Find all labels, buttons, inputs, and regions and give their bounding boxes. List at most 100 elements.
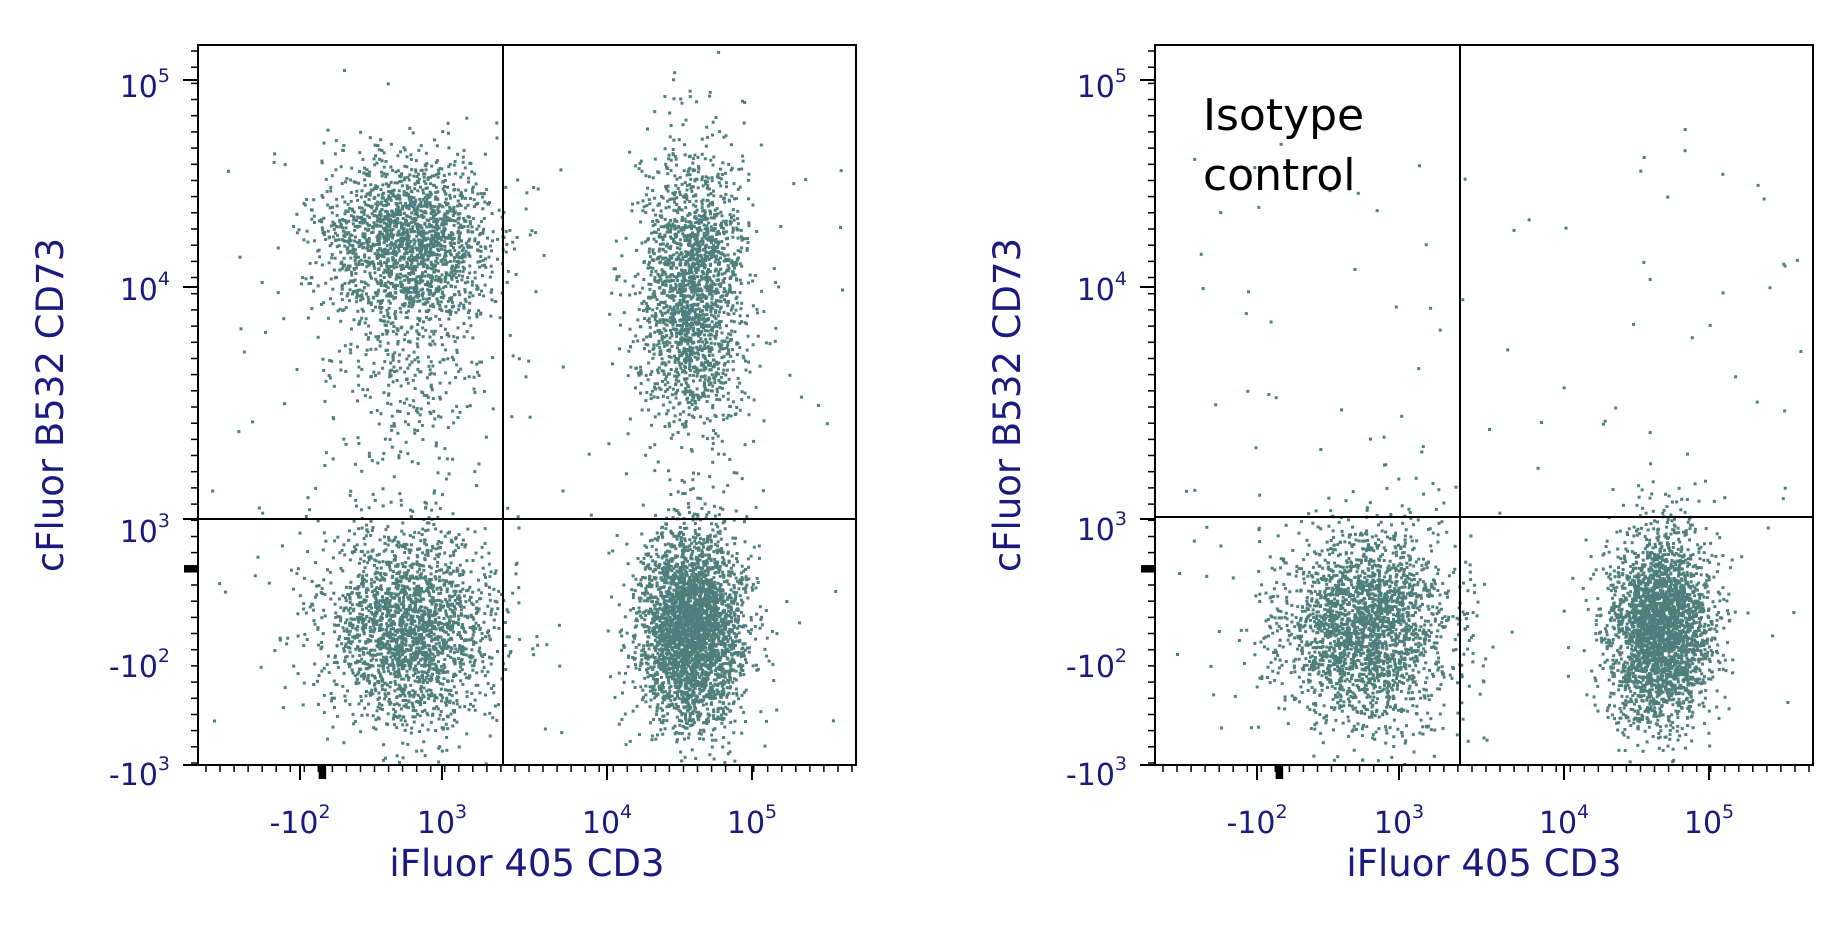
event-dot: [653, 443, 656, 446]
event-dot: [396, 343, 399, 346]
event-dot: [344, 344, 347, 347]
event-dot: [418, 239, 421, 242]
event-dot: [386, 631, 389, 634]
event-dot: [406, 596, 409, 599]
event-dot: [315, 261, 318, 264]
event-dot: [396, 716, 399, 719]
event-dot: [380, 263, 383, 266]
event-dot: [355, 505, 358, 508]
event-dot: [474, 699, 477, 702]
event-dot: [362, 677, 365, 680]
event-dot: [343, 257, 346, 260]
event-dot: [678, 354, 681, 357]
event-dot: [491, 298, 494, 301]
event-dot: [414, 387, 417, 390]
event-dot: [444, 280, 447, 283]
event-dot: [719, 326, 722, 329]
event-dot: [354, 674, 357, 677]
event-dot: [399, 694, 402, 697]
event-dot: [414, 602, 417, 605]
event-dot: [454, 608, 457, 611]
event-dot: [410, 190, 413, 193]
event-dot: [405, 358, 408, 361]
event-dot: [747, 241, 750, 244]
event-dot: [441, 600, 444, 603]
event-dot: [456, 702, 459, 705]
event-dot: [392, 228, 395, 231]
event-dot: [496, 607, 499, 610]
event-dot: [648, 288, 651, 291]
event-dot: [377, 194, 380, 197]
event-dot: [380, 584, 383, 587]
event-dot: [407, 569, 410, 572]
event-dot: [422, 740, 425, 743]
event-dot: [401, 584, 404, 587]
event-dot: [369, 654, 372, 657]
event-dot: [347, 539, 350, 542]
event-dot: [354, 648, 357, 651]
event-dot: [475, 671, 478, 674]
event-dot: [373, 214, 376, 217]
event-dot: [419, 696, 422, 699]
event-dot: [647, 378, 650, 381]
event-dot: [339, 361, 342, 364]
event-dot: [450, 615, 453, 618]
event-dot: [388, 566, 391, 569]
event-dot: [328, 359, 331, 362]
event-dot: [394, 291, 397, 294]
event-dot: [441, 750, 444, 753]
event-dot: [332, 556, 335, 559]
event-dot: [360, 648, 363, 651]
event-dot: [370, 659, 373, 662]
event-dot: [437, 547, 440, 550]
event-dot: [358, 613, 361, 616]
event-dot: [376, 204, 379, 207]
event-dot: [474, 709, 477, 712]
event-dot: [406, 232, 409, 235]
event-dot: [474, 659, 477, 662]
event-dot: [312, 609, 315, 612]
event-dot: [330, 256, 333, 259]
event-dot: [744, 392, 747, 395]
event-dot: [392, 359, 395, 362]
event-dot: [398, 210, 401, 213]
event-dot: [664, 425, 667, 428]
event-dot: [440, 167, 443, 170]
event-dot: [303, 682, 306, 685]
event-dot: [323, 694, 326, 697]
event-dot: [317, 703, 320, 706]
event-dot: [410, 221, 413, 224]
event-dot: [341, 284, 344, 287]
event-dot: [348, 244, 351, 247]
event-dot: [447, 122, 450, 125]
event-dot: [496, 650, 499, 653]
event-dot: [416, 280, 419, 283]
event-dot: [376, 462, 379, 465]
event-dot: [409, 667, 412, 670]
event-dot: [459, 662, 462, 665]
event-dot: [367, 609, 370, 612]
event-dot: [363, 201, 366, 204]
event-dot: [401, 742, 404, 745]
event-dot: [504, 668, 507, 671]
event-dot: [463, 595, 466, 598]
event-dot: [478, 691, 481, 694]
event-dot: [385, 285, 388, 288]
event-dot: [386, 173, 389, 176]
event-dot: [491, 271, 494, 274]
event-dot: [356, 588, 359, 591]
event-dot: [386, 330, 389, 333]
event-dot: [387, 353, 390, 356]
event-dot: [462, 539, 465, 542]
event-dot: [418, 299, 421, 302]
event-dot: [368, 224, 371, 227]
event-dot: [457, 615, 460, 618]
event-dot: [373, 196, 376, 199]
event-dot: [361, 388, 364, 391]
event-dot: [382, 271, 385, 274]
event-dot: [428, 253, 431, 256]
event-dot: [366, 561, 369, 564]
event-dot: [419, 574, 422, 577]
event-dot: [372, 624, 375, 627]
event-dot: [409, 653, 412, 656]
